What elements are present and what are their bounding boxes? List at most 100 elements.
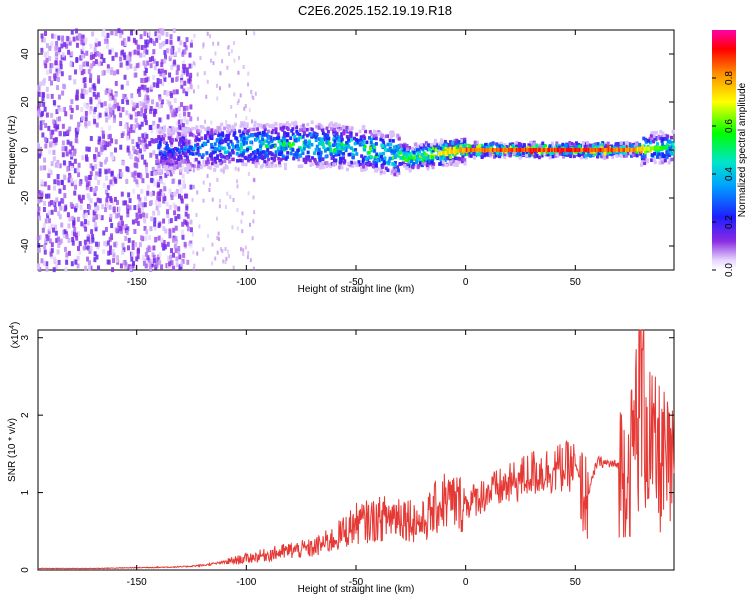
heatmap-cell bbox=[106, 68, 110, 74]
heatmap-cell bbox=[242, 65, 245, 70]
heatmap-cell bbox=[77, 162, 81, 168]
heatmap-cell bbox=[563, 148, 566, 152]
heatmap-cell bbox=[124, 41, 128, 47]
heatmap-cell bbox=[111, 200, 115, 206]
heatmap-cell bbox=[461, 141, 465, 146]
heatmap-cell bbox=[168, 188, 172, 194]
heatmap-cell bbox=[49, 68, 53, 74]
heatmap-cell bbox=[273, 154, 277, 158]
heatmap-cell bbox=[77, 194, 81, 200]
heatmap-cell bbox=[207, 234, 210, 239]
heatmap-cell bbox=[271, 144, 275, 148]
heatmap-cell bbox=[147, 245, 151, 251]
heatmap-cell bbox=[169, 254, 173, 260]
heatmap-cell bbox=[136, 214, 140, 220]
heatmap-cell bbox=[45, 43, 49, 49]
heatmap-cell bbox=[499, 148, 503, 152]
heatmap-cell bbox=[144, 263, 148, 269]
heatmap-cell bbox=[57, 116, 61, 122]
heatmap-cell bbox=[281, 147, 285, 151]
heatmap-cell bbox=[481, 148, 484, 152]
heatmap-cell bbox=[302, 147, 306, 151]
heatmap-cell bbox=[530, 148, 533, 152]
heatmap-cell bbox=[493, 148, 496, 152]
heatmap-cell bbox=[106, 259, 110, 265]
heatmap-cell bbox=[196, 166, 200, 171]
heatmap-cell bbox=[623, 151, 627, 155]
heatmap-cell bbox=[153, 237, 157, 243]
heatmap-cell bbox=[184, 152, 188, 156]
heatmap-cell bbox=[108, 133, 112, 139]
heatmap-cell bbox=[665, 150, 669, 155]
heatmap-cell bbox=[162, 239, 166, 245]
heatmap-cell bbox=[76, 126, 80, 132]
heatmap-cell bbox=[133, 170, 137, 176]
heatmap-cell bbox=[181, 63, 185, 69]
heatmap-cell bbox=[661, 137, 665, 142]
heatmap-cell bbox=[463, 162, 467, 166]
heatmap-cell bbox=[70, 62, 74, 68]
heatmap-cell bbox=[50, 80, 54, 86]
heatmap-cell bbox=[194, 135, 198, 139]
heatmap-cell bbox=[241, 141, 245, 146]
heatmap-cell bbox=[216, 178, 219, 183]
heatmap-cell bbox=[306, 122, 310, 127]
heatmap-cell bbox=[347, 128, 351, 133]
heatmap-y-axis-label: Frequency (Hz) bbox=[7, 116, 18, 185]
heatmap-cell bbox=[157, 168, 161, 173]
heatmap-cell bbox=[196, 146, 200, 151]
heatmap-cell bbox=[166, 152, 170, 156]
heatmap-cell bbox=[208, 188, 211, 193]
heatmap-cell bbox=[668, 158, 672, 163]
heatmap-cell bbox=[436, 145, 440, 150]
heatmap-cell bbox=[231, 225, 234, 230]
heatmap-cell bbox=[163, 128, 167, 133]
heatmap-cell bbox=[142, 60, 146, 66]
heatmap-cell bbox=[374, 136, 378, 141]
heatmap-cell bbox=[264, 150, 268, 154]
heatmap-cell bbox=[434, 143, 438, 148]
heatmap-cell bbox=[164, 172, 168, 178]
heatmap-cell bbox=[246, 255, 249, 260]
heatmap-cell bbox=[80, 34, 84, 40]
heatmap-cell bbox=[506, 148, 509, 152]
heatmap-cell bbox=[255, 133, 259, 138]
heatmap-cell bbox=[619, 146, 623, 150]
heatmap-cell bbox=[219, 128, 223, 133]
heatmap-cell bbox=[129, 128, 133, 134]
heatmap-cell bbox=[363, 147, 367, 152]
heatmap-cell bbox=[180, 80, 184, 86]
heatmap-cell bbox=[86, 61, 90, 67]
heatmap-cell bbox=[507, 148, 511, 152]
heatmap-cell bbox=[373, 146, 377, 150]
heatmap-cell bbox=[81, 155, 85, 161]
heatmap-cell bbox=[119, 62, 123, 68]
heatmap-cell bbox=[250, 89, 253, 94]
heatmap-cell bbox=[338, 146, 342, 151]
heatmap-cell bbox=[97, 96, 101, 102]
heatmap-cell bbox=[80, 49, 84, 55]
heatmap-cell bbox=[445, 163, 449, 168]
heatmap-cell bbox=[661, 142, 665, 147]
heatmap-cell bbox=[300, 164, 304, 168]
heatmap-cell bbox=[561, 148, 565, 152]
heatmap-cell bbox=[141, 178, 145, 184]
heatmap-cell bbox=[70, 154, 74, 160]
heatmap-cell bbox=[655, 142, 659, 146]
heatmap-cell bbox=[338, 135, 342, 140]
heatmap-cell bbox=[324, 154, 328, 159]
heatmap-cell bbox=[125, 230, 129, 236]
heatmap-cell bbox=[444, 143, 448, 148]
heatmap-cell bbox=[181, 258, 185, 264]
heatmap-cell bbox=[159, 71, 163, 77]
heatmap-cell bbox=[74, 232, 78, 238]
heatmap-cell bbox=[287, 141, 291, 146]
snr-x-ticks: -150 -100 -50 0 50 bbox=[127, 330, 581, 588]
heatmap-cell bbox=[44, 143, 48, 149]
heatmap-cell bbox=[245, 137, 249, 141]
heatmap-cell bbox=[124, 124, 128, 130]
heatmap-cell bbox=[584, 148, 587, 152]
heatmap-cell bbox=[333, 148, 337, 152]
heatmap-cell bbox=[121, 220, 125, 226]
